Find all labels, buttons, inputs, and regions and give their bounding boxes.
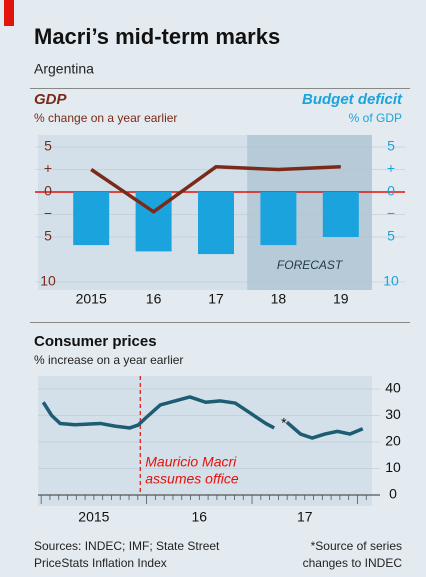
deficit-label: Budget deficit: [302, 91, 403, 108]
y-tick-label: 10: [385, 459, 401, 475]
x-tick-label: 2015: [76, 291, 107, 307]
bar: [73, 192, 110, 246]
y-tick-label: 20: [385, 433, 401, 449]
y-tick-label: 30: [385, 406, 401, 422]
cpi-subtitle: % increase on a year earlier: [34, 353, 183, 367]
subtitle: Argentina: [34, 61, 94, 77]
divider: [30, 88, 410, 89]
y2-tick-label: 5: [387, 228, 395, 244]
y2-tick-label: 5: [387, 138, 395, 154]
y-tick-label: −: [44, 205, 52, 221]
line: [41, 395, 364, 440]
bar: [198, 192, 234, 255]
y-tick-label: 10: [40, 273, 56, 289]
y-tick-label: 5: [44, 138, 52, 154]
x-tick-label: 17: [208, 291, 224, 307]
forecast-label: FORECAST: [277, 258, 344, 272]
x-tick-label: 16: [192, 509, 208, 525]
gap-note: *: [281, 415, 287, 431]
x-tick-label: 17: [297, 509, 313, 525]
red-tab: [4, 0, 14, 26]
y-tick-label: 5: [44, 228, 52, 244]
y-tick-label: +: [44, 160, 52, 176]
source: Sources: INDEC; IMF; State Street: [34, 539, 220, 553]
gdp-sublabel: % change on a year earlier: [34, 111, 177, 125]
y2-tick-label: +: [387, 160, 395, 176]
gdp-label: GDP: [34, 91, 68, 108]
x-tick-label: 18: [271, 291, 287, 307]
event-label: assumes office: [145, 471, 239, 487]
y2-tick-label: 10: [383, 273, 399, 289]
y-tick-label: 0: [44, 183, 52, 199]
y2-tick-label: −: [387, 205, 395, 221]
note: changes to INDEC: [303, 556, 403, 570]
deficit-sublabel: % of GDP: [349, 111, 402, 125]
source: PriceStats Inflation Index: [34, 556, 167, 570]
divider: [30, 322, 410, 323]
y-tick-label: 40: [385, 380, 401, 396]
bar: [260, 192, 297, 246]
cpi-title: Consumer prices: [34, 333, 157, 350]
line: [90, 165, 341, 214]
y2-tick-label: 0: [387, 183, 395, 199]
plot-area: [38, 376, 372, 506]
bar: [322, 192, 359, 237]
note: *Source of series: [311, 539, 402, 553]
title: Macri’s mid-term marks: [34, 24, 280, 49]
x-tick-label: 19: [333, 291, 349, 307]
x-tick-label: 2015: [78, 509, 109, 525]
event-label: Mauricio Macri: [145, 454, 237, 470]
y-tick-label: 0: [389, 486, 397, 502]
x-tick-label: 16: [146, 291, 162, 307]
